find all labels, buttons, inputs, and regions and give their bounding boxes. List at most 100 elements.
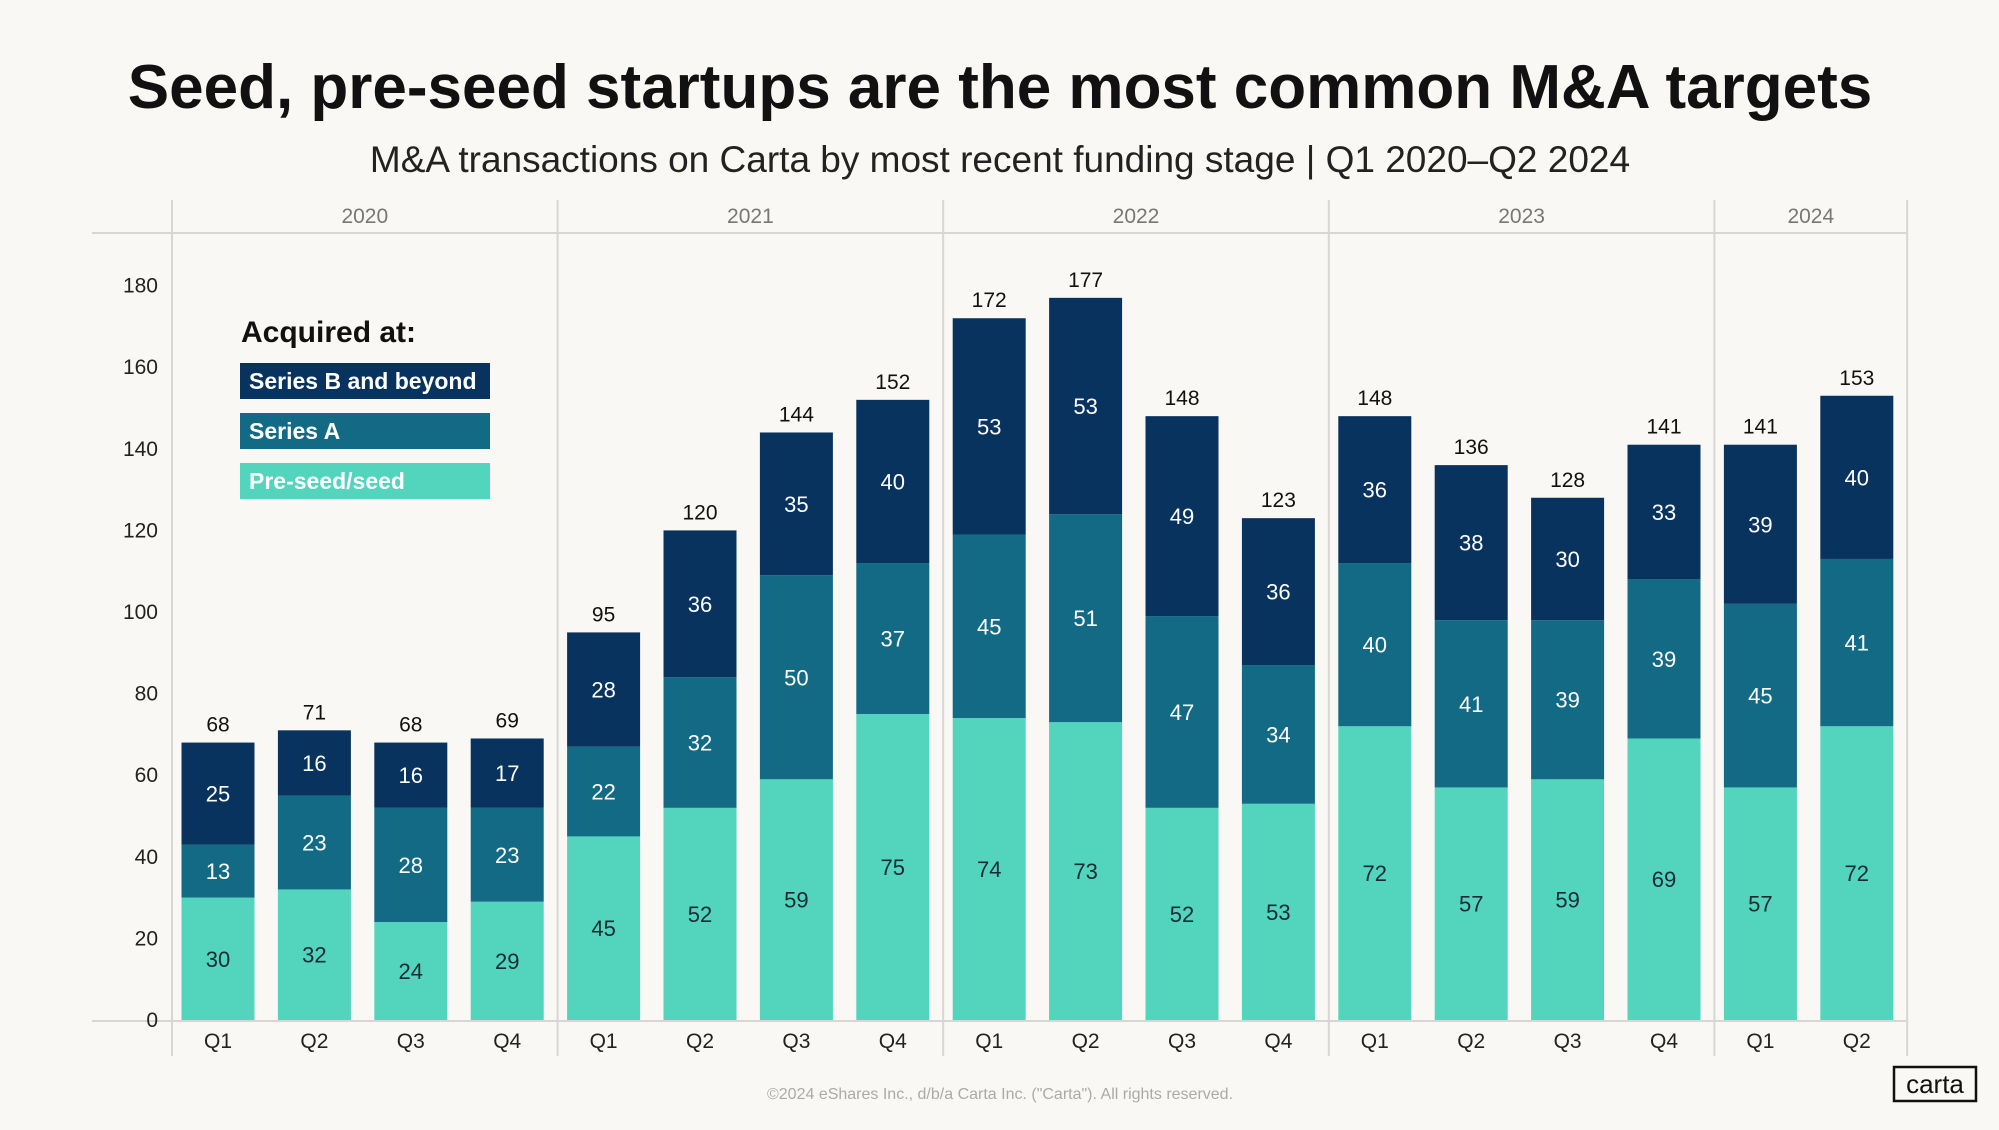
segment-value-label: 36 [1266, 580, 1290, 605]
bar-segment-pre-seed-seed [663, 807, 737, 1020]
bar-segment-pre-seed-seed [374, 922, 448, 1020]
bar-segment-pre-seed-seed [1434, 787, 1508, 1020]
axis-group: 2020 2021 2022 2023 2024 0 20 40 60 80 100 120 140 16… [123, 205, 1871, 1053]
legend-label: Series B and beyond [249, 368, 477, 394]
total-value-label: 123 [1261, 489, 1296, 512]
segment-value-label: 23 [302, 831, 326, 856]
segment-value-label: 34 [1266, 722, 1290, 747]
total-value-label: 136 [1454, 436, 1489, 459]
total-value-label: 68 [399, 714, 422, 737]
bar-segment-pre-seed-seed [856, 714, 930, 1020]
segment-value-label: 36 [688, 592, 712, 617]
y-tick-label: 160 [123, 356, 158, 379]
bar-segment-series-b-and-beyond [277, 730, 351, 796]
bars-group: 30 13 25 68 32 23 16 71 24 28 16 68 29 23 17 69 45 22 28 95… [181, 269, 1894, 1020]
legend-swatch [240, 363, 490, 399]
segment-value-label: 16 [399, 763, 423, 788]
bar-segment-series-a [1049, 514, 1123, 723]
segment-value-label: 39 [1652, 647, 1676, 672]
segment-value-label: 52 [1170, 902, 1194, 927]
chart-title: Seed, pre-seed startups are the most com… [128, 53, 1872, 122]
y-tick-label: 140 [123, 438, 158, 461]
bar-segment-pre-seed-seed [1723, 787, 1797, 1020]
total-value-label: 95 [592, 603, 615, 626]
total-value-label: 152 [875, 371, 910, 394]
total-value-label: 68 [206, 714, 229, 737]
x-tick-label: Q2 [686, 1030, 714, 1053]
total-value-label: 148 [1164, 387, 1199, 410]
bar-segment-series-a [952, 534, 1026, 719]
x-tick-label: Q2 [1457, 1030, 1485, 1053]
segment-value-label: 32 [688, 731, 712, 756]
bar-segment-pre-seed-seed [759, 779, 833, 1020]
segment-value-label: 69 [1652, 867, 1676, 892]
legend-title: Acquired at: [241, 316, 416, 349]
year-label-2023: 2023 [1498, 205, 1545, 228]
chart-subtitle: M&A transactions on Carta by most recent… [370, 139, 1630, 180]
bar-segment-series-b-and-beyond [1627, 444, 1701, 580]
segment-value-label: 53 [977, 414, 1001, 439]
segment-value-label: 37 [881, 627, 905, 652]
bar-segment-pre-seed-seed [567, 836, 641, 1020]
segment-value-label: 57 [1459, 892, 1483, 917]
segment-value-label: 72 [1363, 861, 1387, 886]
x-tick-label: Q4 [1650, 1030, 1678, 1053]
bar-segment-pre-seed-seed [1531, 779, 1605, 1020]
logo-text: carta [1906, 1069, 1964, 1099]
bar-segment-series-b-and-beyond [567, 632, 641, 747]
bar-segment-series-a [470, 807, 544, 902]
grid-frame [92, 200, 1909, 1056]
segment-value-label: 16 [302, 751, 326, 776]
bar-segment-series-b-and-beyond [1338, 416, 1412, 564]
segment-value-label: 33 [1652, 500, 1676, 525]
x-tick-label: Q3 [1168, 1030, 1196, 1053]
bar-segment-series-b-and-beyond [1531, 497, 1605, 621]
bar-segment-pre-seed-seed [470, 901, 544, 1020]
segment-value-label: 39 [1555, 688, 1579, 713]
bar-segment-series-a [1241, 665, 1315, 804]
bar-segment-series-b-and-beyond [856, 399, 930, 564]
legend-label: Series A [249, 418, 340, 444]
segment-value-label: 73 [1073, 859, 1097, 884]
bar-segment-series-b-and-beyond [1241, 518, 1315, 666]
legend-swatch [240, 463, 490, 499]
y-tick-label: 180 [123, 275, 158, 298]
year-label-2022: 2022 [1113, 205, 1160, 228]
y-tick-label: 40 [135, 846, 158, 869]
y-tick-label: 60 [135, 764, 158, 787]
bar-segment-series-b-and-beyond [1820, 395, 1894, 559]
segment-value-label: 25 [206, 782, 230, 807]
segment-value-label: 41 [1459, 692, 1483, 717]
segment-value-label: 32 [302, 943, 326, 968]
x-tick-label: Q1 [1746, 1030, 1774, 1053]
total-value-label: 172 [972, 289, 1007, 312]
segment-value-label: 47 [1170, 700, 1194, 725]
total-value-label: 128 [1550, 469, 1585, 492]
segment-value-label: 49 [1170, 504, 1194, 529]
segment-value-label: 40 [1845, 465, 1869, 490]
bar-segment-series-a [374, 807, 448, 923]
y-tick-label: 100 [123, 601, 158, 624]
segment-value-label: 29 [495, 949, 519, 974]
y-tick-label: 120 [123, 519, 158, 542]
legend-label: Pre-seed/seed [249, 468, 405, 494]
bar-segment-series-a [759, 575, 833, 780]
footer-copyright: ©2024 eShares Inc., d/b/a Carta Inc. ("C… [767, 1086, 1233, 1103]
bar-segment-series-b-and-beyond [1434, 465, 1508, 621]
bar-segment-series-a [1434, 620, 1508, 788]
bar-segment-series-a [1627, 579, 1701, 739]
x-tick-label: Q1 [204, 1030, 232, 1053]
x-tick-label: Q1 [590, 1030, 618, 1053]
segment-value-label: 41 [1845, 631, 1869, 656]
bar-segment-pre-seed-seed [1820, 726, 1894, 1020]
y-tick-label: 80 [135, 683, 158, 706]
bar-segment-series-a [1145, 616, 1219, 808]
total-value-label: 71 [303, 701, 326, 724]
y-tick-label: 20 [135, 927, 158, 950]
bar-segment-series-b-and-beyond [1049, 297, 1123, 515]
segment-value-label: 45 [591, 916, 615, 941]
total-value-label: 120 [682, 501, 717, 524]
x-tick-label: Q4 [1264, 1030, 1292, 1053]
bar-segment-series-a [1723, 603, 1797, 788]
segment-value-label: 30 [1555, 547, 1579, 572]
